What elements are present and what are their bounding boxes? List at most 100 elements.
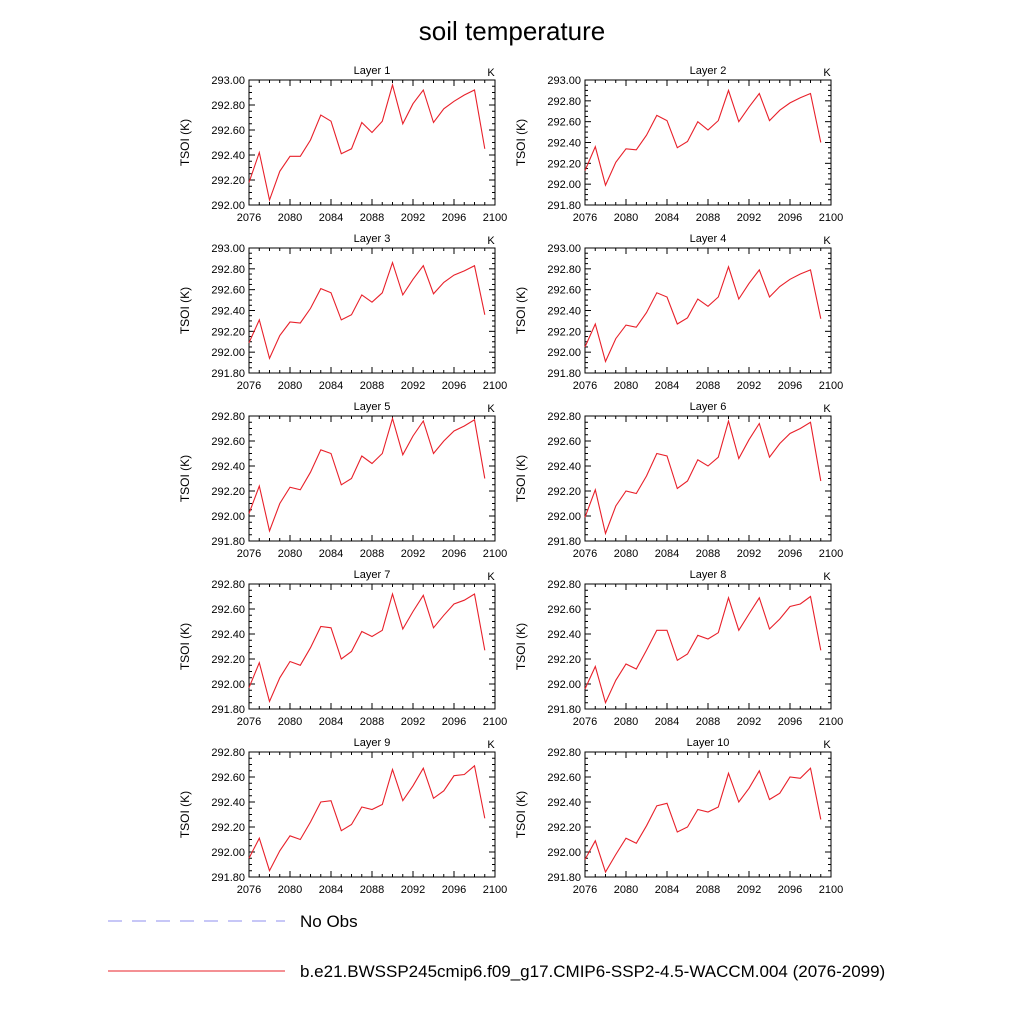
y-tick-label: 292.20 <box>547 654 581 666</box>
x-tick-label: 2084 <box>655 212 679 224</box>
y-axis-label: TSOI (K) <box>514 455 528 502</box>
x-tick-label: 2080 <box>614 884 638 896</box>
y-tick-label: 292.20 <box>547 822 581 834</box>
y-tick-label: 292.20 <box>547 486 581 498</box>
y-tick-label: 292.80 <box>211 264 245 276</box>
y-tick-label: 293.00 <box>211 243 245 255</box>
x-tick-label: 2092 <box>401 716 425 728</box>
panel-grid: Layer 1 K TSOI (K) 292.00 292.20 292.40 292.60… <box>178 65 843 896</box>
y-tick-label: 293.00 <box>547 243 581 255</box>
legend-label-no-obs: No Obs <box>300 912 358 931</box>
x-tick-label: 2088 <box>360 716 384 728</box>
y-tick-label: 292.20 <box>211 326 245 338</box>
x-tick-label: 2080 <box>614 716 638 728</box>
units-label: K <box>823 403 831 415</box>
panel-layer-4: Layer 4 K TSOI (K) 291.80 292.00 292.20 292.40… <box>514 233 843 392</box>
x-tick-label: 2076 <box>237 212 261 224</box>
y-tick-label: 292.00 <box>211 847 245 859</box>
y-tick-label: 292.40 <box>547 138 581 150</box>
x-tick-label: 2084 <box>655 380 679 392</box>
y-tick-label: 292.40 <box>211 461 245 473</box>
x-tick-label: 2084 <box>319 212 343 224</box>
x-tick-label: 2096 <box>442 548 466 560</box>
x-tick-label: 2100 <box>483 716 507 728</box>
panel-title: Layer 3 <box>354 233 391 245</box>
y-tick-label: 291.80 <box>211 704 245 716</box>
y-tick-label: 292.00 <box>547 847 581 859</box>
plot-frame <box>584 415 832 542</box>
y-tick-label: 291.80 <box>211 536 245 548</box>
y-tick-label: 292.60 <box>211 436 245 448</box>
units-label: K <box>487 235 495 247</box>
y-axis-label: TSOI (K) <box>514 791 528 838</box>
x-tick-label: 2080 <box>614 212 638 224</box>
x-tick-label: 2080 <box>614 380 638 392</box>
panel-title: Layer 7 <box>354 569 391 581</box>
x-tick-label: 2088 <box>696 380 720 392</box>
x-tick-label: 2080 <box>278 884 302 896</box>
y-tick-label: 292.80 <box>211 100 245 112</box>
y-axis-label: TSOI (K) <box>178 623 192 670</box>
x-tick-label: 2084 <box>655 884 679 896</box>
x-tick-label: 2084 <box>655 548 679 560</box>
x-tick-label: 2092 <box>737 212 761 224</box>
y-tick-label: 291.80 <box>211 368 245 380</box>
x-tick-label: 2096 <box>778 380 802 392</box>
series-line-model <box>584 767 822 874</box>
y-tick-label: 292.00 <box>211 347 245 359</box>
panel-layer-9: Layer 9 K TSOI (K) 291.80 292.00 292.20 292.40… <box>178 737 507 896</box>
x-tick-label: 2088 <box>360 548 384 560</box>
plot-frame <box>584 79 832 206</box>
y-tick-label: 292.00 <box>547 179 581 191</box>
x-tick-label: 2088 <box>696 548 720 560</box>
y-tick-label: 292.80 <box>211 747 245 759</box>
x-tick-label: 2100 <box>483 884 507 896</box>
y-tick-label: 292.40 <box>547 797 581 809</box>
x-tick-label: 2092 <box>737 380 761 392</box>
y-tick-label: 292.80 <box>211 411 245 423</box>
x-tick-label: 2092 <box>737 884 761 896</box>
y-tick-label: 292.40 <box>211 150 245 162</box>
panel-layer-8: Layer 8 K TSOI (K) 291.80 292.00 292.20 292.40… <box>514 569 843 728</box>
x-tick-label: 2076 <box>237 548 261 560</box>
x-tick-label: 2088 <box>360 212 384 224</box>
y-tick-label: 292.60 <box>211 125 245 137</box>
x-tick-label: 2096 <box>778 716 802 728</box>
x-tick-label: 2100 <box>819 884 843 896</box>
y-tick-label: 292.80 <box>547 96 581 108</box>
y-tick-label: 291.80 <box>547 200 581 212</box>
series-line-model <box>248 764 486 873</box>
x-tick-label: 2084 <box>319 380 343 392</box>
x-tick-label: 2088 <box>360 380 384 392</box>
x-tick-label: 2100 <box>819 548 843 560</box>
series-line-model <box>248 416 486 533</box>
x-tick-label: 2100 <box>819 716 843 728</box>
y-tick-label: 292.40 <box>547 306 581 318</box>
plot-frame <box>584 247 832 374</box>
y-tick-label: 292.40 <box>211 306 245 318</box>
plot-frame <box>248 751 496 878</box>
y-tick-label: 292.20 <box>211 822 245 834</box>
x-tick-label: 2080 <box>278 548 302 560</box>
x-tick-label: 2100 <box>819 380 843 392</box>
x-tick-label: 2096 <box>442 212 466 224</box>
panel-title: Layer 9 <box>354 737 391 749</box>
units-label: K <box>487 571 495 583</box>
units-label: K <box>487 67 495 79</box>
panel-layer-2: Layer 2 K TSOI (K) 291.80 292.00 292.20 292.40… <box>514 65 843 224</box>
y-tick-label: 291.80 <box>547 872 581 884</box>
x-tick-label: 2092 <box>737 548 761 560</box>
x-tick-label: 2080 <box>278 380 302 392</box>
panel-title: Layer 8 <box>690 569 727 581</box>
units-label: K <box>487 739 495 751</box>
y-tick-label: 291.80 <box>547 704 581 716</box>
x-tick-label: 2092 <box>737 716 761 728</box>
legend: No Obs b.e21.BWSSP245cmip6.f09_g17.CMIP6-… <box>108 912 885 981</box>
x-tick-label: 2096 <box>442 884 466 896</box>
y-axis-label: TSOI (K) <box>178 287 192 334</box>
series-line-model <box>584 265 822 364</box>
x-tick-label: 2100 <box>483 212 507 224</box>
x-tick-label: 2076 <box>237 716 261 728</box>
y-tick-label: 292.40 <box>547 629 581 641</box>
